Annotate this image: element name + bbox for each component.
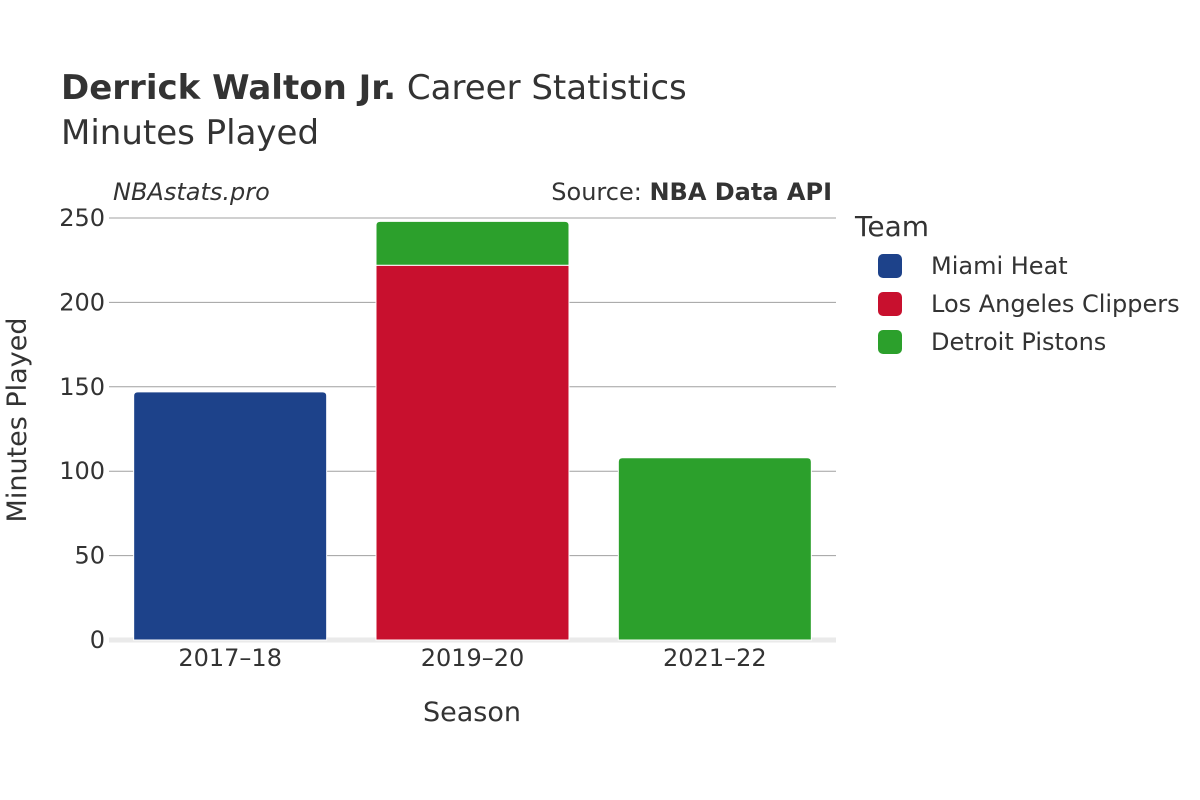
chart-title: Derrick Walton Jr. Career Statistics [61,68,687,108]
y-axis-label: Minutes Played [2,318,33,523]
y-tick-label: 0 [90,626,105,654]
y-tick-label: 100 [59,457,105,485]
chart-subtitle: Minutes Played [61,113,320,153]
x-tick-label: 2019–20 [421,644,525,672]
bars [133,220,812,641]
bar-miami-heat-2017–18 [133,391,328,641]
legend-label: Miami Heat [931,252,1068,280]
legend-label: Detroit Pistons [931,328,1107,356]
legend-title: Team [855,210,930,243]
legend-item[interactable]: Miami Heat [878,252,1068,280]
source-prefix: Source: [551,178,642,206]
y-tick-labels: 0 50 100 150 200 250 [59,204,105,654]
bar-detroit-pistons-2019–20 [375,220,570,266]
title-rest: Career Statistics [406,68,687,108]
bar-detroit-pistons-2021–22 [617,457,812,641]
legend-swatch [878,254,902,278]
legend-swatch [878,292,902,316]
x-axis-label: Season [423,697,521,728]
x-tick-label: 2017–18 [178,644,282,672]
legend-item[interactable]: Los Angeles Clippers [878,290,1180,318]
y-tick-label: 250 [59,204,105,232]
legend-swatch [878,330,902,354]
source-name: NBA Data API [649,178,832,206]
watermark: NBAstats.pro [113,178,270,206]
legend-item[interactable]: Detroit Pistons [878,328,1107,356]
y-tick-label: 150 [59,373,105,401]
bar-los-angeles-clippers-2019–20 [375,264,570,641]
x-tick-labels: 2017–18 2019–20 2021–22 [178,644,766,672]
y-tick-label: 50 [74,542,105,570]
y-tick-label: 200 [59,288,105,316]
legend-label: Los Angeles Clippers [931,290,1180,318]
source-label: Source: NBA Data API [551,178,832,206]
x-tick-label: 2021–22 [663,644,767,672]
player-name: Derrick Walton Jr. [61,68,397,108]
